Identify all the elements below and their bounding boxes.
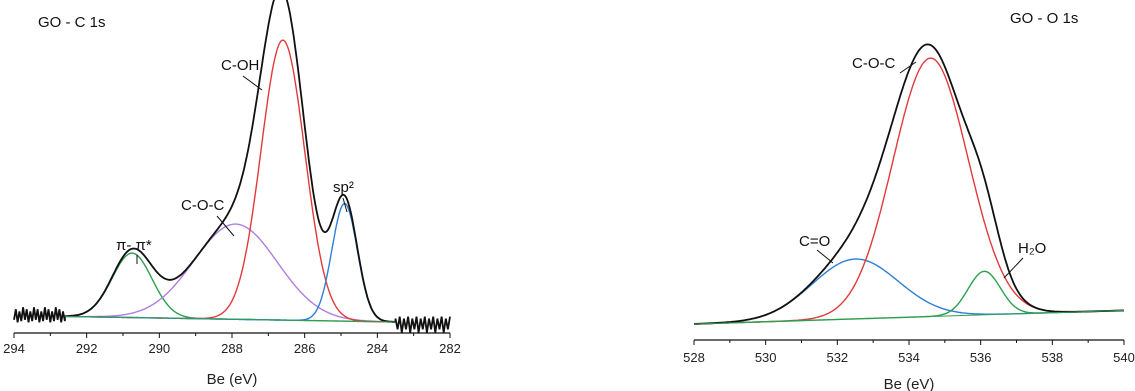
o1s-x-tick-label: 536 xyxy=(970,350,992,365)
c1s-chart-title: GO - C 1s xyxy=(38,14,106,31)
o1s-annotation-h2o: H₂O xyxy=(1018,240,1046,257)
c1s-annotation-c-o-c: C-O-C xyxy=(181,197,224,214)
o1s-annotation-c-o-c: C-O-C xyxy=(852,55,895,72)
o1s-annotation-c-o-c-arrow xyxy=(899,61,917,74)
o1s-peak-series-3 xyxy=(693,270,1125,325)
o1s-annotation-c-o-arrow xyxy=(816,249,834,264)
c1s-x-ticks: 294 292 290 288 286 284 282 xyxy=(3,333,461,356)
o1s-panel: GO - O 1s 528 530 532 534 536 538 540 Be (eV) … xyxy=(683,10,1135,391)
c1s-x-tick-label: 292 xyxy=(76,341,98,356)
c1s-baseline xyxy=(64,315,396,323)
c1s-annotation-sp2: sp² xyxy=(333,179,354,196)
o1s-x-tick-label: 528 xyxy=(683,350,705,365)
c1s-x-tick-label: 288 xyxy=(221,341,243,356)
c1s-envelope-series xyxy=(13,0,451,333)
o1s-x-tick-label: 534 xyxy=(898,350,920,365)
c1s-annotation-c-oh-arrow xyxy=(242,75,263,91)
o1s-peak-series-1 xyxy=(694,258,1125,325)
c1s-panel: GO - C 1s 294 292 290 288 286 284 282 Be (eV) … xyxy=(3,0,461,388)
o1s-envelope-series xyxy=(694,43,1125,325)
o1s-peak-series-2 xyxy=(693,57,1125,325)
c1s-annotation-c-oh: C-OH xyxy=(221,57,259,74)
o1s-chart-title: GO - O 1s xyxy=(1010,10,1078,27)
o1s-x-tick-label: 540 xyxy=(1113,350,1135,365)
c1s-annotation-sp2-arrow xyxy=(342,197,348,213)
c1s-x-tick-label: 294 xyxy=(3,341,25,356)
c1s-peak-series-2 xyxy=(64,223,396,323)
c1s-x-tick-label: 282 xyxy=(439,341,461,356)
c1s-x-axis-label: Be (eV) xyxy=(207,371,258,388)
c1s-x-tick-label: 284 xyxy=(366,341,388,356)
c1s-annotation-pi-pi: π- π* xyxy=(116,237,152,254)
c1s-x-tick-label: 290 xyxy=(148,341,170,356)
o1s-x-tick-label: 538 xyxy=(1041,350,1063,365)
o1s-plot-area xyxy=(693,43,1125,325)
c1s-annotation-c-o-c-arrow xyxy=(216,215,235,237)
o1s-annotation-c-o: C=O xyxy=(799,233,830,250)
o1s-x-axis-label: Be (eV) xyxy=(884,376,935,391)
o1s-x-tick-label: 530 xyxy=(755,350,777,365)
c1s-plot-area xyxy=(13,0,451,333)
c1s-peak-series-1 xyxy=(64,252,396,323)
c1s-x-tick-label: 286 xyxy=(294,341,316,356)
o1s-baseline xyxy=(693,309,1125,325)
o1s-x-ticks: 528 530 532 534 536 538 540 xyxy=(683,340,1135,365)
o1s-x-tick-label: 532 xyxy=(826,350,848,365)
o1s-annotation-h2o-arrow xyxy=(1003,257,1024,279)
